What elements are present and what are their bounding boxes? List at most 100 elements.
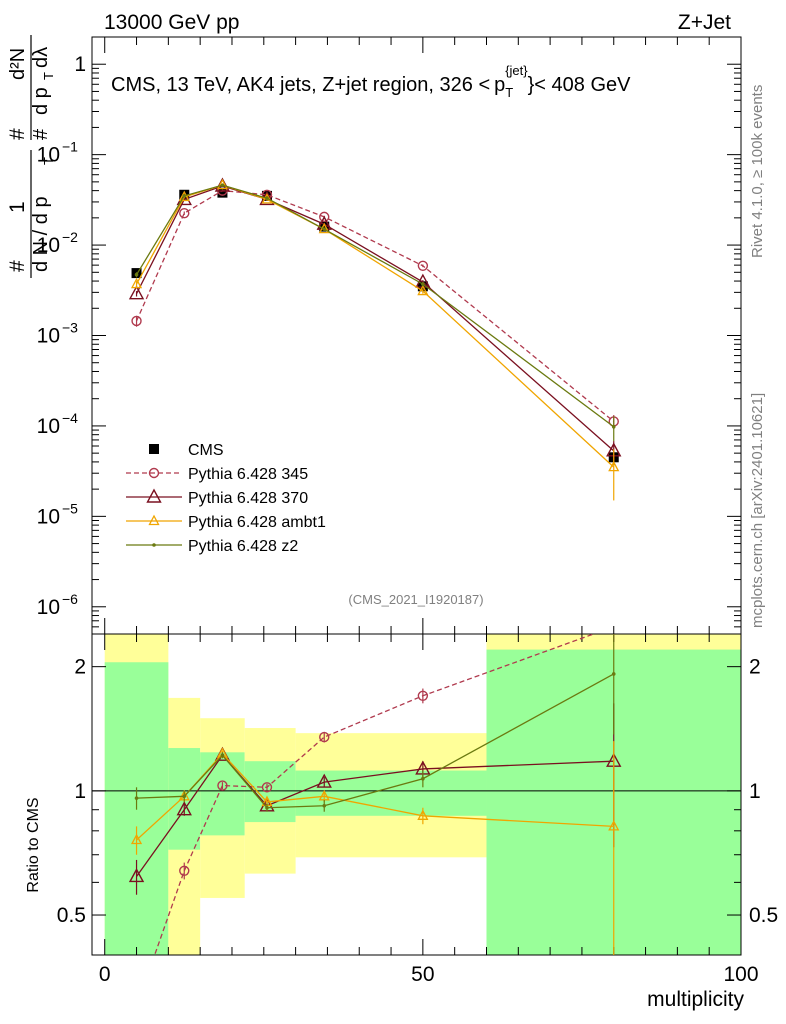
y-tick-label: 10 (37, 505, 60, 528)
series-pythia-6-428-370 (128, 177, 622, 464)
series-pythia-6-428-345 (131, 185, 619, 430)
data-point (217, 780, 228, 791)
data-point (417, 284, 429, 296)
legend-label: Pythia 6.428 370 (188, 490, 308, 507)
ratio-y-tick-label-right: 2 (749, 656, 761, 679)
data-point (152, 543, 156, 547)
data-point (261, 193, 273, 204)
svg-text:d²N: d²N (7, 48, 29, 80)
band-green (200, 752, 245, 836)
process-label: Z+Jet (678, 11, 731, 34)
mcplots-label: mcplots.cern.ch [arXiv:2401.10621] (749, 393, 766, 628)
ratio-y-tick-label-right: 0.5 (749, 904, 778, 927)
data-point (128, 285, 145, 300)
data-point (322, 227, 327, 231)
svg-text:#: # (6, 128, 29, 140)
data-point (146, 488, 162, 503)
svg-text:1: 1 (6, 201, 29, 213)
svg-text:T: T (41, 72, 56, 80)
legend-entry: Pythia 6.428 370 (126, 488, 308, 507)
legend-entry: Pythia 6.428 ambt1 (126, 514, 326, 531)
y-tick-exponent: −5 (62, 500, 78, 516)
data-point (319, 211, 330, 223)
data-point (130, 833, 143, 845)
data-point (149, 444, 159, 454)
y-tick-exponent: −2 (62, 229, 78, 245)
y-tick-label: 10 (37, 596, 60, 619)
data-point (316, 773, 332, 788)
data-point (216, 178, 229, 190)
series-line (135, 184, 615, 468)
main-series-group (128, 177, 622, 501)
legend-entry: Pythia 6.428 z2 (126, 538, 298, 555)
data-point (417, 690, 429, 701)
data-point (319, 221, 330, 232)
y-tick-label: 10 (37, 415, 60, 438)
legend-entry: CMS (149, 442, 224, 459)
data-point (220, 183, 225, 187)
data-point (178, 190, 190, 202)
y-tick-exponent: −4 (62, 410, 78, 426)
data-point (421, 282, 425, 286)
data-point (611, 672, 616, 676)
energy-label: 13000 GeV pp (104, 11, 239, 34)
data-point (319, 731, 330, 743)
x-tick-label: 0 (99, 963, 111, 986)
ratio-y-tick-label: 1 (74, 780, 86, 803)
data-point (131, 315, 142, 327)
series-line (135, 185, 615, 452)
ratio-y-tick-label: 0.5 (57, 904, 86, 927)
series-line (135, 184, 615, 428)
ratio-uncertainty-bands (92, 634, 741, 955)
series-pythia-6-428-345 (153, 634, 615, 955)
legend-label: Pythia 6.428 ambt1 (188, 514, 326, 531)
ratio-frame (91, 633, 742, 956)
data-point (134, 272, 139, 277)
main-axis-ticks: 110−110−210−310−410−510−6 (37, 36, 742, 635)
data-point (148, 467, 160, 479)
data-point (182, 794, 187, 799)
y-tick-label: 10 (37, 325, 60, 348)
data-point (611, 424, 616, 429)
legend-label: CMS (188, 442, 224, 459)
data-point (417, 260, 429, 271)
series-pythia-6-428-z2 (134, 634, 616, 812)
data-point (322, 803, 327, 808)
y-tick-label: 10 (37, 144, 60, 167)
ratio-y-tick-label-right: 1 (749, 780, 761, 803)
data-point (265, 196, 269, 200)
svg-text:d N / d p: d N / d p (30, 196, 52, 272)
series-cms (131, 187, 619, 465)
data-point (421, 776, 425, 781)
band-green (244, 761, 296, 823)
svg-text:d p: d p (30, 87, 52, 115)
data-point (417, 809, 429, 820)
svg-text:dλ: dλ (30, 47, 52, 68)
y-tick-exponent: −3 (62, 320, 78, 336)
data-point (179, 865, 190, 876)
main-y-axis-label: # 1 d N / d p T # d²N # d p T dλ (6, 35, 56, 278)
band-green (295, 770, 487, 816)
ratio-series-group (128, 634, 622, 955)
data-point (179, 208, 190, 219)
data-point (265, 805, 269, 810)
data-point (261, 782, 273, 793)
data-point (148, 514, 160, 526)
x-tick-label: 50 (411, 963, 434, 986)
data-point (134, 796, 139, 800)
series-pythia-6-428-z2 (134, 183, 616, 442)
y-tick-label: 10 (37, 234, 60, 257)
x-axis-label: multiplicity (647, 988, 744, 1011)
legend-entry: Pythia 6.428 345 (126, 466, 308, 483)
ratio-axis-ticks: 0 50 100 0.5 0.5 1 1 2 2 (57, 634, 778, 986)
legend-label: Pythia 6.428 z2 (188, 538, 298, 555)
data-point (128, 868, 145, 883)
data-point (182, 194, 187, 198)
data-point (176, 801, 192, 816)
analysis-watermark: (CMS_2021_I1920187) (348, 592, 483, 607)
rivet-label: Rivet 4.1.0, ≥ 100k events (749, 85, 766, 258)
data-point (608, 820, 620, 831)
y-tick-label: 1 (74, 53, 86, 76)
ratio-y-tick-label: 2 (74, 656, 86, 679)
